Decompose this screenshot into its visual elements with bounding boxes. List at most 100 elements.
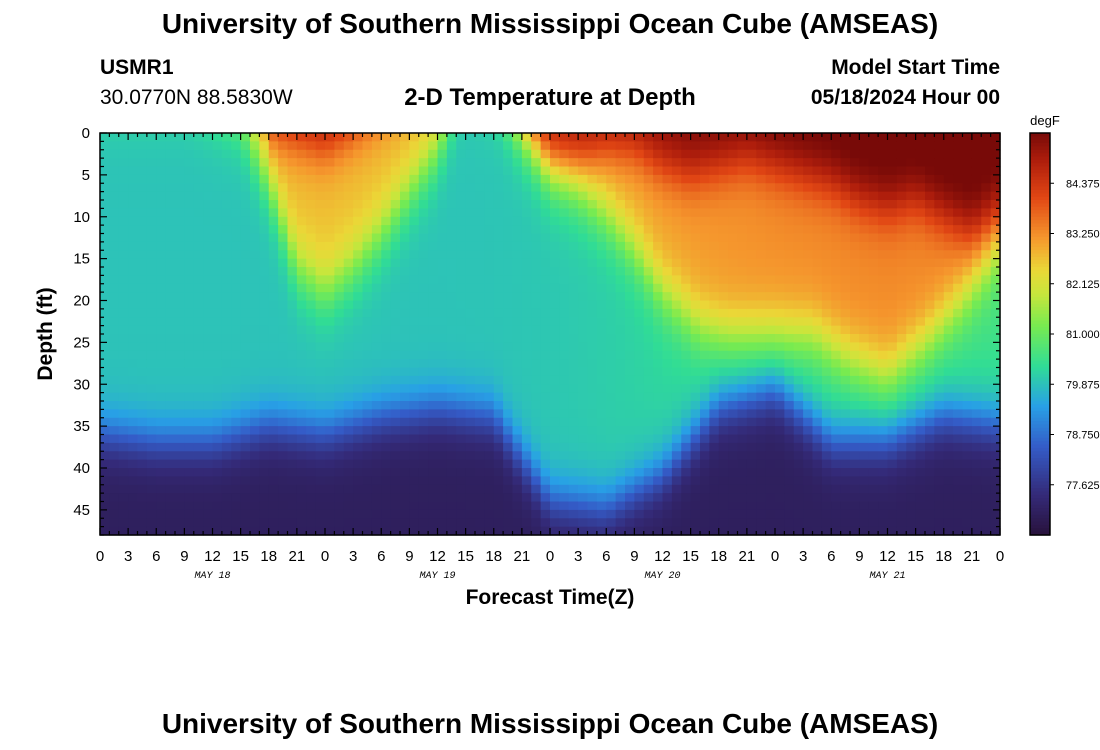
heatmap-cell	[718, 216, 729, 226]
heatmap-cell	[990, 300, 1001, 310]
heatmap-cell	[850, 292, 860, 302]
heatmap-cell	[709, 375, 720, 385]
heatmap-cell	[915, 509, 926, 519]
heatmap-cell	[231, 342, 242, 352]
heatmap-cell	[615, 317, 626, 327]
heatmap-cell	[146, 417, 157, 427]
heatmap-cell	[446, 426, 457, 436]
heatmap-cell	[156, 149, 167, 159]
heatmap-cell	[259, 233, 270, 243]
heatmap-cell	[325, 174, 335, 184]
heatmap-cell	[381, 275, 392, 285]
heatmap-cell	[156, 518, 167, 528]
heatmap-cell	[390, 191, 401, 201]
x-tick-label: 18	[260, 548, 277, 565]
heatmap-cell	[746, 325, 757, 335]
heatmap-cell	[315, 216, 326, 226]
heatmap-cell	[493, 359, 504, 369]
heatmap-cell	[653, 158, 664, 168]
heatmap-cell	[325, 208, 335, 218]
heatmap-cell	[568, 216, 579, 226]
heatmap-cell	[690, 509, 701, 519]
heatmap-cell	[596, 283, 607, 293]
heatmap-cell	[250, 200, 260, 209]
x-tick-label: 6	[827, 548, 835, 565]
heatmap-cell	[540, 191, 551, 201]
heatmap-cell	[756, 267, 767, 276]
heatmap-cell	[700, 342, 710, 352]
heatmap-cell	[475, 325, 485, 335]
heatmap-cell	[962, 250, 973, 260]
heatmap-cell	[165, 275, 176, 285]
heatmap-cell	[437, 476, 448, 486]
heatmap-cell	[212, 191, 223, 201]
heatmap-cell	[175, 384, 185, 394]
heatmap-cell	[540, 283, 551, 293]
heatmap-cell	[100, 174, 110, 184]
heatmap-cell	[765, 267, 776, 276]
heatmap-cell	[737, 233, 748, 243]
heatmap-cell	[493, 384, 504, 394]
heatmap-cell	[746, 308, 757, 318]
heatmap-cell	[437, 233, 448, 243]
heatmap-cell	[821, 484, 832, 494]
heatmap-cell	[503, 233, 514, 243]
heatmap-cell	[390, 392, 401, 402]
heatmap-cell	[231, 417, 242, 427]
heatmap-cell	[531, 166, 542, 176]
heatmap-cell	[868, 392, 879, 402]
colorbar-swatch	[1030, 189, 1050, 194]
heatmap-cell	[643, 526, 654, 536]
heatmap-cell	[465, 526, 476, 536]
heatmap-cell	[503, 459, 514, 469]
heatmap-cell	[362, 526, 373, 536]
x-tick-label: 6	[377, 548, 385, 565]
heatmap-cell	[868, 191, 879, 201]
heatmap-cell	[231, 367, 242, 377]
heatmap-cell	[418, 426, 429, 436]
heatmap-cell	[643, 484, 654, 494]
heatmap-cell	[615, 459, 626, 469]
heatmap-cell	[240, 459, 251, 469]
heatmap-cell	[878, 417, 889, 427]
heatmap-cell	[315, 241, 326, 251]
heatmap-cell	[240, 191, 251, 201]
heatmap-cell	[428, 292, 439, 302]
heatmap-cell	[231, 493, 242, 503]
heatmap-cell	[268, 250, 279, 260]
heatmap-cell	[193, 417, 204, 427]
heatmap-cell	[475, 426, 485, 436]
heatmap-cell	[381, 183, 392, 193]
heatmap-cell	[831, 275, 842, 285]
heatmap-cell	[878, 250, 889, 260]
heatmap-cell	[775, 334, 785, 343]
heatmap-cell	[259, 359, 270, 369]
heatmap-cell	[203, 308, 214, 318]
heatmap-cell	[240, 133, 251, 142]
heatmap-cell	[821, 225, 832, 235]
heatmap-cell	[334, 200, 345, 209]
heatmap-cell	[437, 375, 448, 385]
heatmap-cell	[465, 250, 476, 260]
heatmap-cell	[175, 426, 185, 436]
heatmap-cell	[456, 149, 467, 159]
heatmap-cell	[343, 200, 354, 209]
heatmap-cell	[521, 141, 532, 151]
x-tick-label: 3	[124, 548, 132, 565]
heatmap-cell	[896, 258, 907, 268]
heatmap-cell	[240, 350, 251, 360]
heatmap-cell	[325, 501, 335, 511]
heatmap-cell	[775, 325, 785, 335]
heatmap-cell	[381, 216, 392, 226]
x-tick-label: 12	[429, 548, 446, 565]
heatmap-cell	[475, 292, 485, 302]
heatmap-cell	[184, 149, 195, 159]
heatmap-cell	[925, 384, 935, 394]
heatmap-cell	[587, 451, 598, 461]
heatmap-cell	[746, 484, 757, 494]
heatmap-cell	[840, 509, 851, 519]
heatmap-cell	[240, 518, 251, 528]
heatmap-cell	[840, 283, 851, 293]
heatmap-cell	[353, 493, 364, 503]
heatmap-cell	[878, 484, 889, 494]
